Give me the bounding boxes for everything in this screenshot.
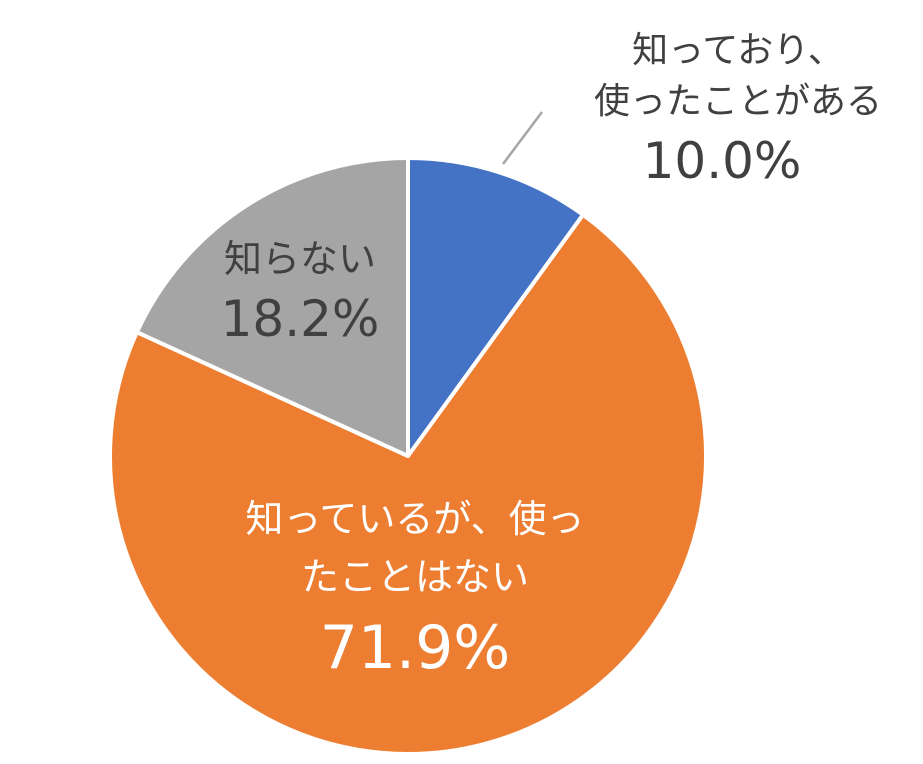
pie-slice-2 [134, 156, 410, 458]
slice-label-0: 知っており、 使ったことがある 10.0% [594, 30, 882, 190]
slice-2-value-label: 18.2% [221, 290, 380, 348]
slice-label-1: 知っているが、使っ たことはない 71.9% [245, 497, 584, 683]
slice-0-value-label: 10.0% [643, 132, 802, 190]
slice-1-label-line-1: 知っているが、使っ [245, 497, 584, 541]
slice-1-label-line-2: たことはない [301, 555, 529, 599]
leader-line-slice-0 [502, 111, 543, 165]
slice-0-label-line-1: 知っており、 [632, 30, 844, 71]
slice-1-value-label: 71.9% [320, 613, 511, 683]
slice-0-label-line-2: 使ったことがある [594, 81, 882, 122]
pie-slice-0 [406, 156, 586, 458]
pie-slices [108, 156, 708, 756]
pie-slice-1 [108, 212, 708, 756]
slice-label-2: 知らない 18.2% [221, 237, 380, 348]
slice-2-label-line-1: 知らない [224, 237, 376, 281]
